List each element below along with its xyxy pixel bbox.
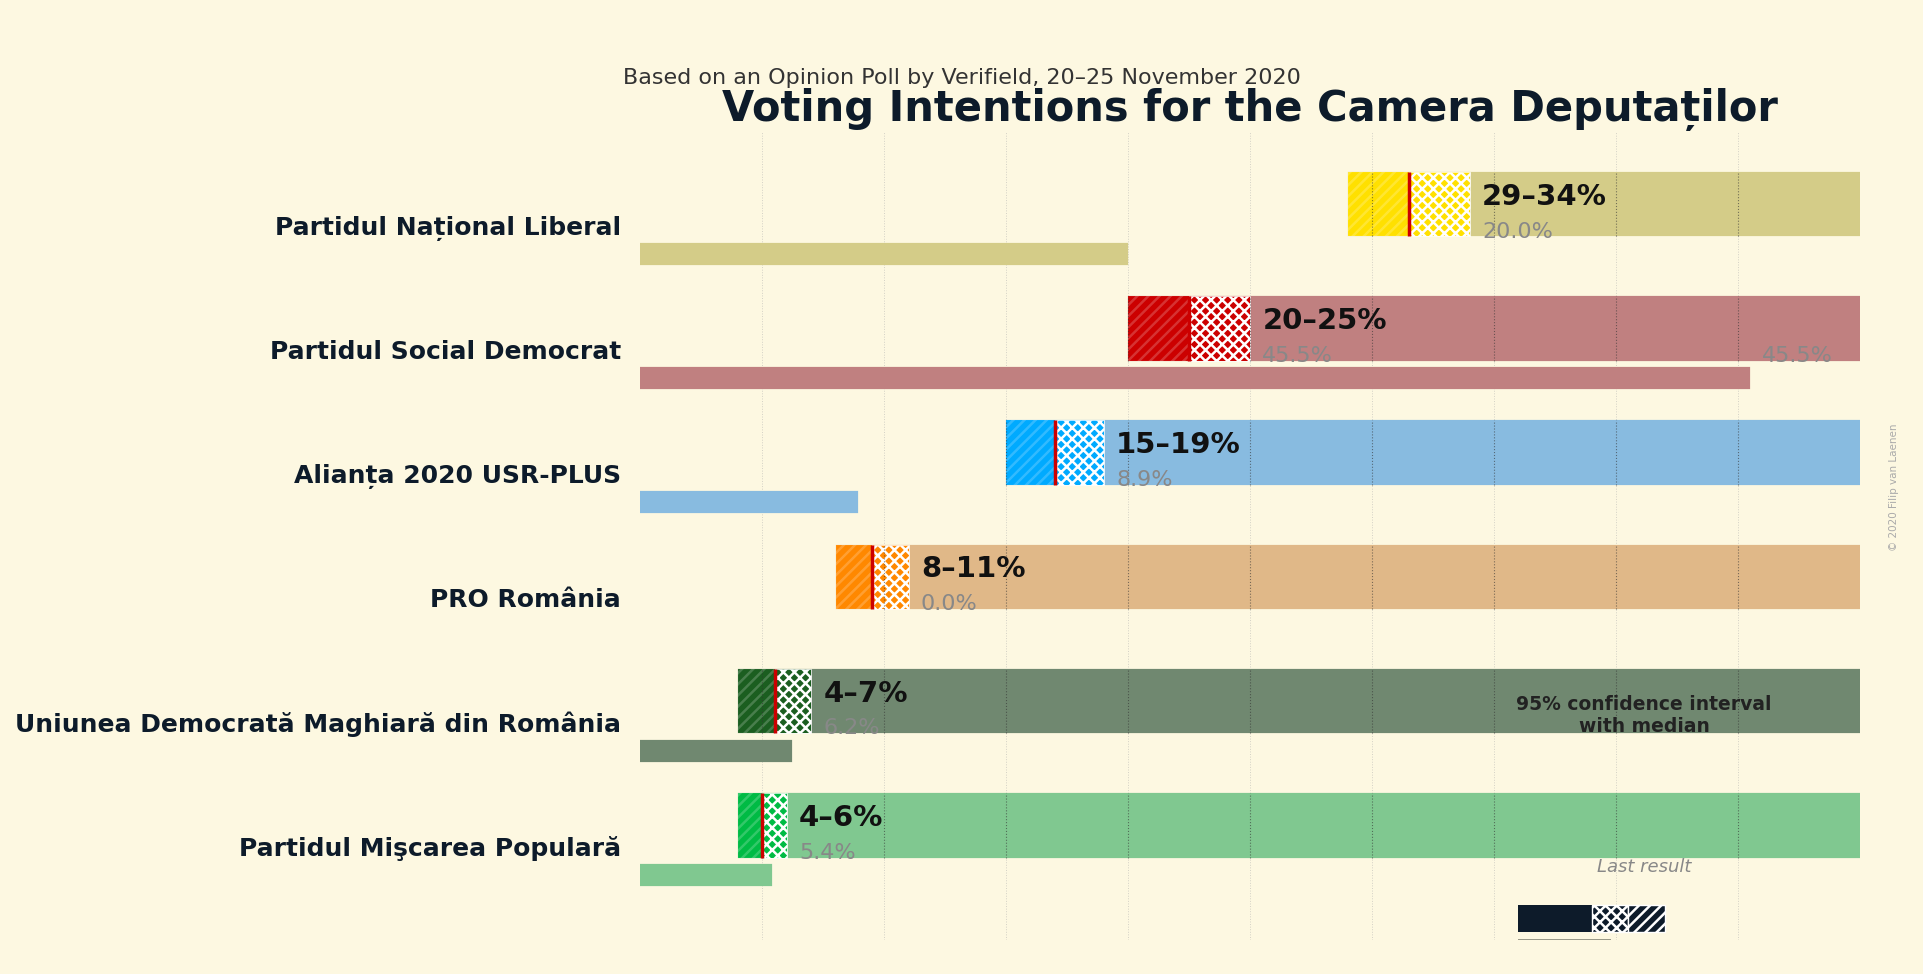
Bar bbox=[1129, 296, 1188, 360]
Bar bbox=[1129, 296, 1188, 360]
Text: © 2020 Filip van Laenen: © 2020 Filip van Laenen bbox=[1888, 424, 1900, 550]
Bar bbox=[775, 669, 812, 733]
Bar bbox=[762, 793, 787, 857]
Bar bbox=[1629, 905, 1665, 932]
Bar bbox=[738, 669, 775, 733]
Text: 5.4%: 5.4% bbox=[798, 843, 856, 863]
Text: 95% confidence interval
with median: 95% confidence interval with median bbox=[1517, 695, 1771, 736]
Text: 4–6%: 4–6% bbox=[798, 804, 883, 832]
Bar bbox=[1348, 171, 1860, 237]
Bar bbox=[775, 669, 812, 733]
Bar bbox=[1519, 905, 1592, 932]
Bar bbox=[640, 739, 792, 762]
Bar bbox=[1348, 171, 1860, 237]
Text: 20–25%: 20–25% bbox=[1261, 307, 1386, 335]
Bar bbox=[640, 739, 792, 762]
Bar bbox=[640, 367, 1750, 390]
Bar bbox=[837, 544, 873, 609]
Bar bbox=[1129, 296, 1860, 360]
Bar bbox=[762, 793, 787, 857]
Text: 45.5%: 45.5% bbox=[1761, 346, 1833, 366]
Title: Voting Intentions for the Camera Deputaților: Voting Intentions for the Camera Deputaț… bbox=[723, 88, 1779, 131]
Bar bbox=[738, 669, 1860, 733]
Text: 0.0%: 0.0% bbox=[921, 594, 977, 615]
Text: 4–7%: 4–7% bbox=[823, 680, 908, 707]
Bar bbox=[1410, 171, 1469, 237]
Bar bbox=[738, 669, 1860, 733]
Bar bbox=[1348, 171, 1410, 237]
Bar bbox=[1188, 296, 1250, 360]
Bar bbox=[738, 793, 762, 857]
Bar bbox=[1056, 421, 1104, 485]
Bar bbox=[640, 491, 858, 513]
Bar bbox=[640, 864, 773, 886]
Bar bbox=[738, 669, 775, 733]
Text: 8–11%: 8–11% bbox=[921, 555, 1025, 583]
Bar bbox=[837, 544, 1860, 609]
Bar bbox=[1006, 421, 1056, 485]
Bar bbox=[1410, 171, 1469, 237]
Text: 20.0%: 20.0% bbox=[1483, 221, 1552, 242]
Bar bbox=[1006, 421, 1860, 485]
Bar bbox=[1129, 296, 1860, 360]
Bar bbox=[873, 544, 910, 609]
Bar bbox=[640, 491, 858, 513]
Text: 29–34%: 29–34% bbox=[1483, 183, 1608, 210]
Bar bbox=[640, 243, 1129, 265]
Bar bbox=[837, 544, 873, 609]
Bar bbox=[738, 793, 1860, 857]
Bar bbox=[738, 793, 1860, 857]
Bar bbox=[837, 544, 1860, 609]
Bar bbox=[640, 243, 1129, 265]
Bar bbox=[1348, 171, 1410, 237]
Text: 8.9%: 8.9% bbox=[1115, 469, 1173, 490]
Bar bbox=[1592, 905, 1629, 932]
Bar bbox=[1006, 421, 1056, 485]
Text: 6.2%: 6.2% bbox=[823, 719, 881, 738]
Bar bbox=[1006, 421, 1860, 485]
Bar bbox=[873, 544, 910, 609]
Text: Based on an Opinion Poll by Verifield, 20–25 November 2020: Based on an Opinion Poll by Verifield, 2… bbox=[623, 68, 1300, 88]
Bar bbox=[1056, 421, 1104, 485]
Text: Last result: Last result bbox=[1596, 858, 1692, 876]
Bar bbox=[738, 793, 762, 857]
Bar bbox=[640, 864, 773, 886]
Text: 45.5%: 45.5% bbox=[1261, 346, 1333, 366]
Text: 15–19%: 15–19% bbox=[1115, 431, 1240, 459]
Bar bbox=[640, 367, 1750, 390]
Bar bbox=[1519, 939, 1611, 953]
Bar bbox=[1188, 296, 1250, 360]
